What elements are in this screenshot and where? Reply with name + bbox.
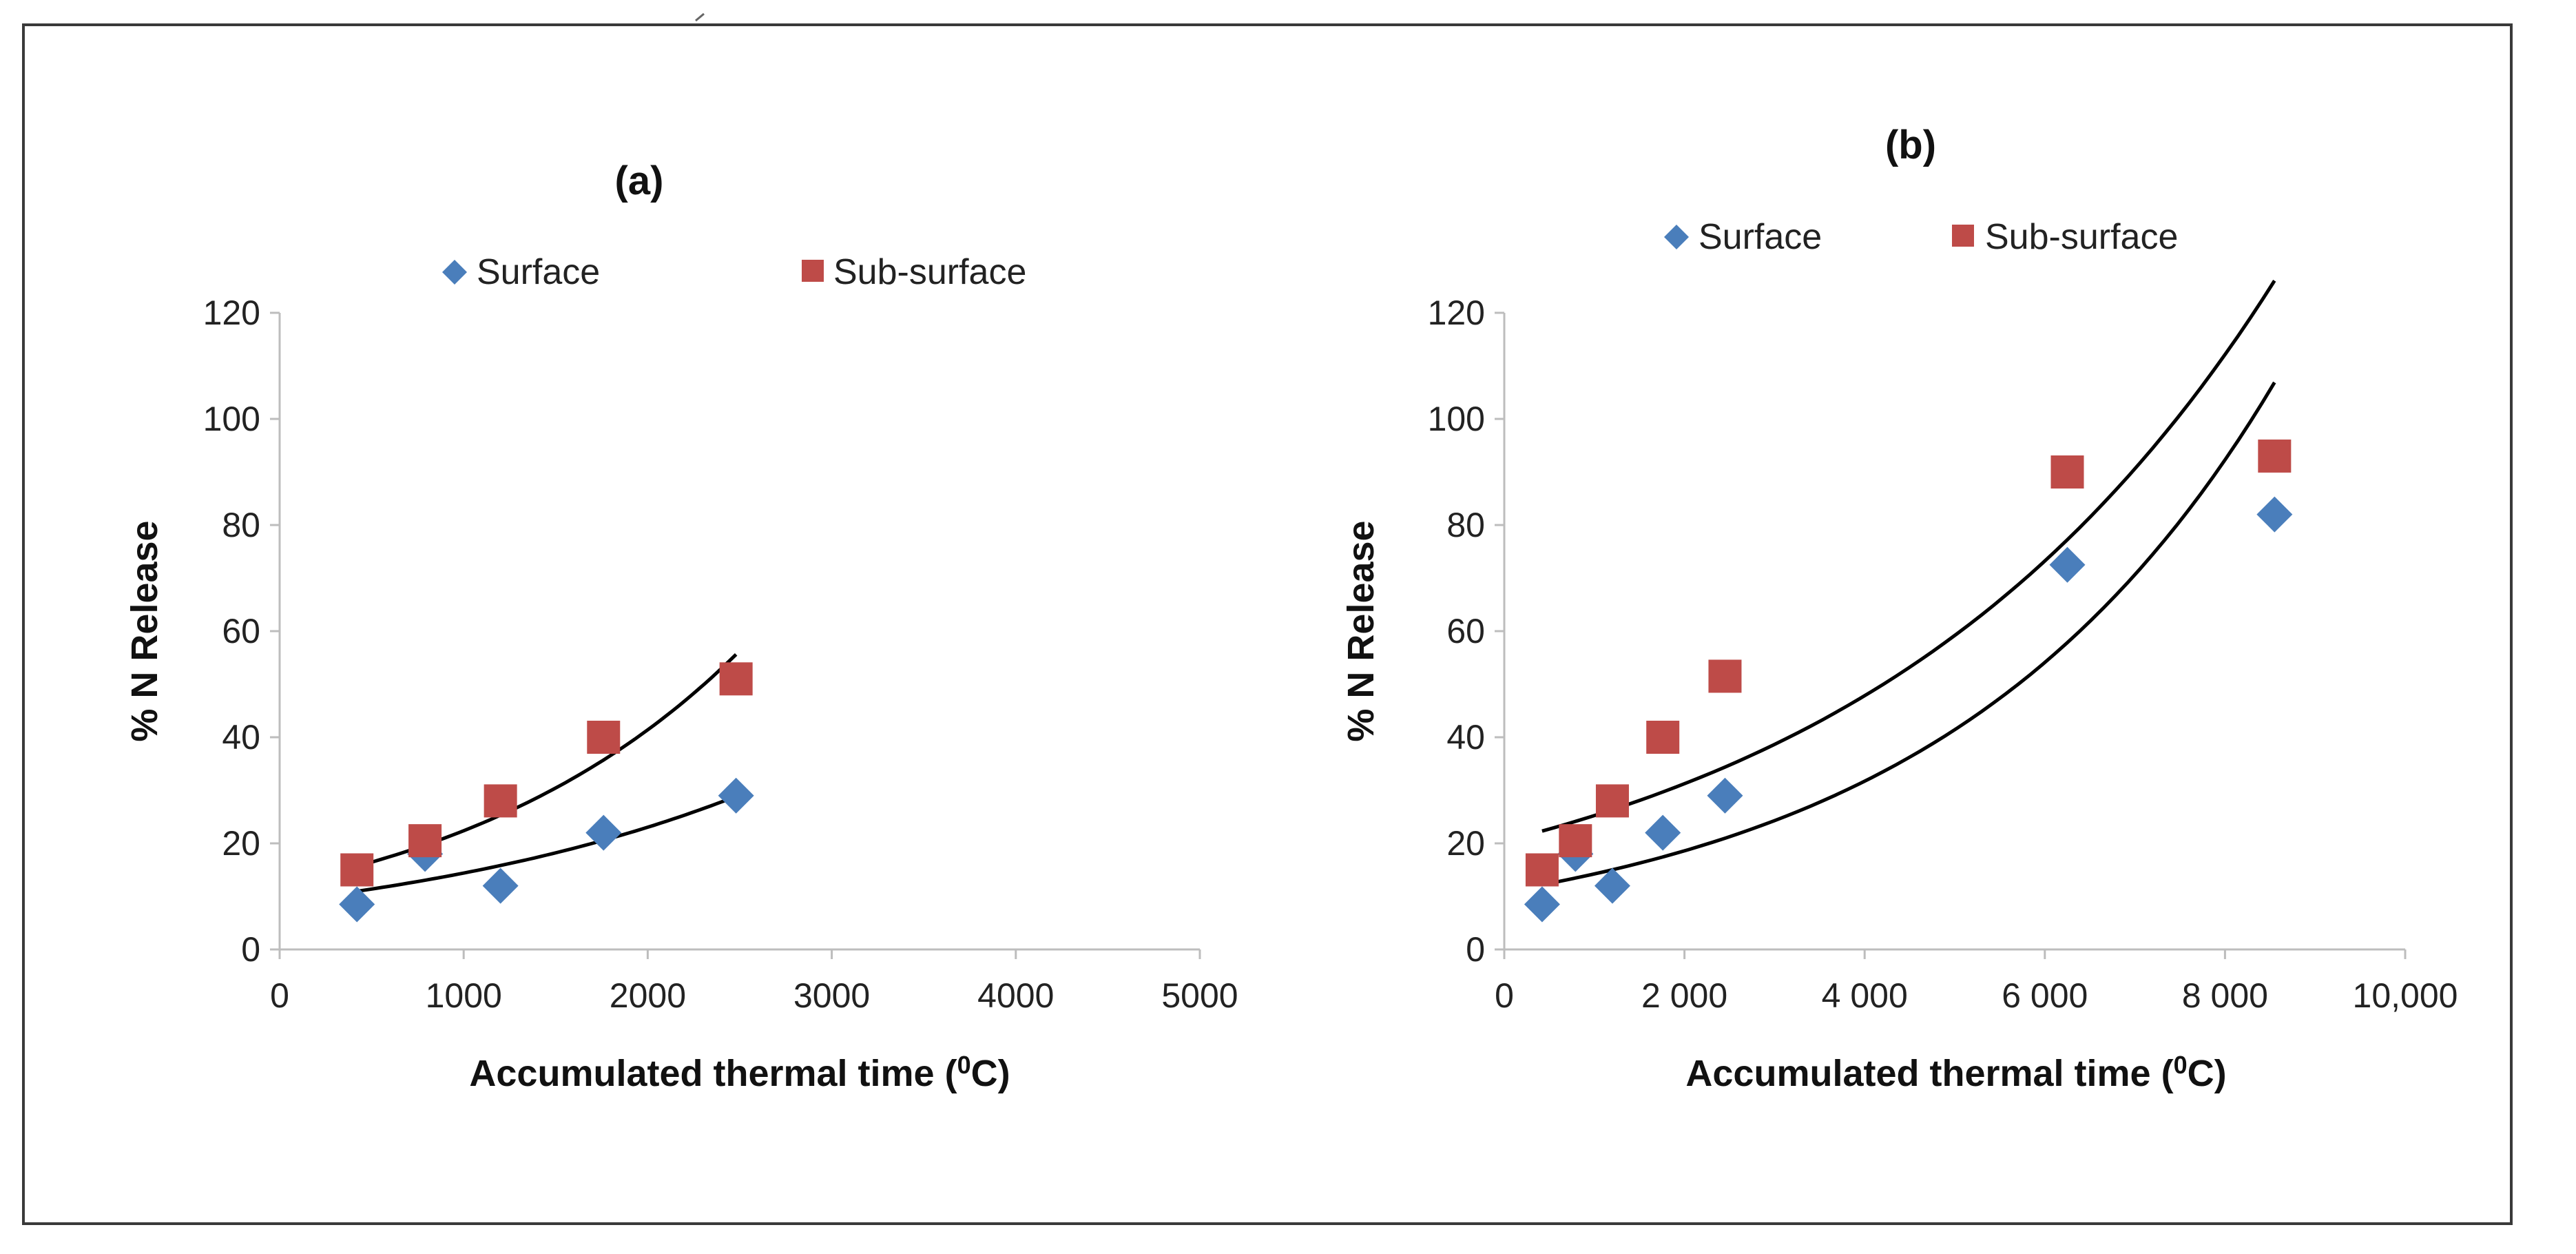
chart-b-legend-surface-marker bbox=[1664, 225, 1689, 249]
chart-a-x-tick-label: 4000 bbox=[977, 976, 1054, 1015]
chart-b-trendlines bbox=[1541, 280, 2276, 887]
chart-a-point-subsurface bbox=[340, 853, 374, 887]
chart-a-x-tick-label: 1000 bbox=[426, 976, 502, 1015]
chart-b-point-subsurface bbox=[1525, 853, 1559, 887]
chart-b-x-tick-label: 0 bbox=[1495, 976, 1514, 1015]
chart-a-x-tick-label: 5000 bbox=[1161, 976, 1238, 1015]
chart-a-y-tick-label: 60 bbox=[222, 612, 260, 650]
chart-a-legend: Surface Sub-surface bbox=[442, 252, 1026, 292]
chart-b-y-tick-label: 80 bbox=[1446, 506, 1485, 544]
chart-a-x-axis-title-superscript: 0 bbox=[957, 1051, 971, 1079]
chart-b-point-subsurface bbox=[1595, 784, 1629, 818]
chart-b-point-surface bbox=[1594, 867, 1630, 904]
figure-frame bbox=[22, 23, 2513, 1225]
chart-b-point-surface bbox=[2049, 546, 2086, 583]
chart-a-point-subsurface bbox=[719, 662, 753, 696]
chart-a-x-axis-title-unit: C) bbox=[971, 1053, 1010, 1094]
chart-b-x-axis-title-unit: C) bbox=[2188, 1053, 2227, 1094]
chart-b-x-tick-label: 4 000 bbox=[1822, 976, 1908, 1015]
chart-b-legend: Surface Sub-surface bbox=[1664, 217, 2178, 257]
chart-a-legend-surface-marker bbox=[442, 260, 467, 285]
chart-b-y-tick-label: 100 bbox=[1428, 400, 1485, 438]
chart-b-y-axis-title: % N Release bbox=[1340, 520, 1382, 741]
chart-a-point-subsurface bbox=[587, 721, 621, 754]
chart-a-y-tick-label: 100 bbox=[203, 400, 260, 438]
chart-a-y-ticks: 0 20 40 60 80 100 120 bbox=[203, 294, 280, 969]
chart-a-title: (a) bbox=[615, 158, 664, 203]
chart-a-point-subsurface bbox=[484, 784, 517, 818]
stray-mark bbox=[695, 12, 705, 22]
chart-a-legend-subsurface-marker bbox=[802, 260, 824, 282]
chart-b-point-surface bbox=[2256, 496, 2293, 533]
chart-b-y-ticks: 0 20 40 60 80 100 120 bbox=[1428, 294, 1504, 969]
chart-b-point-surface bbox=[1524, 886, 1560, 923]
chart-b-x-axis-title-main: Accumulated thermal time ( bbox=[1685, 1053, 2173, 1094]
chart-b-x-tick-label: 6 000 bbox=[2002, 976, 2088, 1015]
chart-a-point-surface bbox=[585, 814, 622, 851]
chart-a-legend-surface-label: Surface bbox=[477, 252, 600, 292]
chart-b-point-subsurface bbox=[1559, 824, 1592, 858]
chart-b-x-tick-label: 8 000 bbox=[2182, 976, 2268, 1015]
chart-a-x-tick-label: 2000 bbox=[610, 976, 686, 1015]
chart-b-x-axis-title: Accumulated thermal time (0C) bbox=[1685, 1051, 2226, 1094]
chart-a-point-surface bbox=[339, 886, 375, 923]
chart-a-y-tick-label: 120 bbox=[203, 294, 260, 332]
chart-b-x-axis-title-superscript: 0 bbox=[2174, 1051, 2188, 1079]
chart-b-legend-surface-label: Surface bbox=[1699, 217, 1822, 257]
chart-b-x-tick-label: 10,000 bbox=[2353, 976, 2458, 1015]
chart-a-y-tick-label: 0 bbox=[241, 930, 260, 969]
chart-b-x-tick-label: 2 000 bbox=[1641, 976, 1727, 1015]
chart-a-y-tick-label: 40 bbox=[222, 718, 260, 757]
chart-a-x-axis-title-main: Accumulated thermal time ( bbox=[469, 1053, 957, 1094]
chart-a-x-ticks: 0 1000 2000 3000 4000 5000 bbox=[270, 949, 1238, 1015]
chart-a-y-tick-label: 80 bbox=[222, 506, 260, 544]
chart-b: (b) Surface Sub-surface 020406080100120 … bbox=[1340, 123, 2458, 1094]
chart-b-x-ticks: 0 2 000 4 000 6 000 8 000 10,000 bbox=[1495, 949, 2458, 1015]
chart-a-x-tick-label: 3000 bbox=[793, 976, 870, 1015]
chart-a-legend-subsurface-label: Sub-surface bbox=[833, 252, 1026, 292]
chart-a-trendline-surface bbox=[356, 794, 737, 894]
chart-a-x-axis-title: Accumulated thermal time (0C) bbox=[469, 1051, 1010, 1094]
chart-a-points bbox=[339, 662, 754, 923]
chart-b-y-tick-label: 40 bbox=[1446, 718, 1485, 757]
chart-b-y-tick-label: 60 bbox=[1446, 612, 1485, 650]
chart-a: (a) Surface Sub-surface 020406080100120 … bbox=[124, 158, 1238, 1094]
chart-b-point-subsurface bbox=[2050, 455, 2084, 489]
chart-a-y-axis-title: % N Release bbox=[124, 520, 165, 741]
chart-b-y-tick-label: 20 bbox=[1446, 824, 1485, 863]
chart-b-y-tick-label: 120 bbox=[1428, 294, 1485, 332]
chart-a-x-tick-label: 0 bbox=[270, 976, 289, 1015]
chart-a-point-surface bbox=[718, 777, 754, 814]
chart-b-point-surface bbox=[1645, 814, 1681, 851]
chart-b-point-subsurface bbox=[1708, 659, 1742, 693]
chart-a-y-tick-label: 20 bbox=[222, 824, 260, 863]
chart-b-point-subsurface bbox=[1646, 721, 1680, 754]
chart-a-point-surface bbox=[482, 867, 519, 904]
chart-b-point-subsurface bbox=[2258, 439, 2292, 473]
chart-b-legend-subsurface-label: Sub-surface bbox=[1985, 217, 2178, 257]
chart-b-points bbox=[1524, 439, 2293, 923]
chart-b-legend-subsurface-marker bbox=[1952, 225, 1974, 247]
chart-b-y-tick-label: 0 bbox=[1466, 930, 1485, 969]
chart-b-point-surface bbox=[1707, 777, 1743, 814]
chart-a-point-subsurface bbox=[408, 824, 442, 858]
chart-b-trendline-subsurface bbox=[1541, 280, 2276, 833]
chart-b-title: (b) bbox=[1885, 123, 1936, 167]
chart-b-trendline-surface bbox=[1541, 381, 2276, 887]
